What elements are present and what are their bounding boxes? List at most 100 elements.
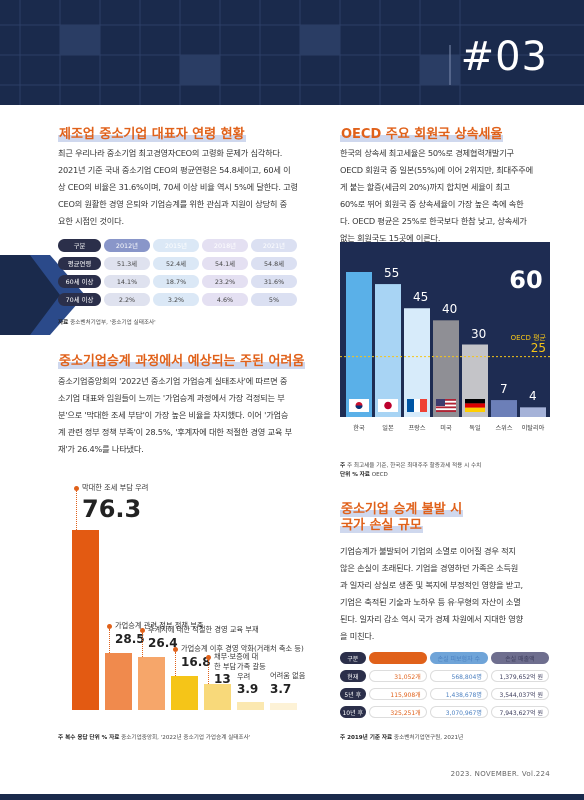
table-header-cell: 2021년 xyxy=(251,239,297,252)
country-flag-icon xyxy=(378,399,398,412)
text-line: 재'가 26.4%를 나타냈다. xyxy=(58,444,144,454)
table-header-cell: 손실 피보험자 수 xyxy=(429,652,488,664)
loss-scale-table: 구분 손실 사업체 수 손실 피보험자 수 손실 매출액 현재 31,052개 … xyxy=(340,650,552,722)
chart-category-label: 후계자에 대한 적절한 경영 교육 부재 xyxy=(148,625,259,635)
header-band: #03 xyxy=(0,0,584,105)
chart-bar xyxy=(72,530,99,710)
callout-dot xyxy=(74,486,79,491)
table-cell: 5년 후 xyxy=(340,688,366,700)
chart-plot xyxy=(340,242,550,417)
table-cell: 평균연령 xyxy=(58,257,101,270)
chart-value-label: 28.5 xyxy=(115,631,145,646)
table-header-cell: 2012년 xyxy=(104,239,150,252)
callout-line xyxy=(142,633,143,658)
chart-bar xyxy=(138,657,165,710)
text-line: 상 CEO의 비율은 31.6%이며, 70세 이상 비율 역시 5%에 달한다… xyxy=(58,182,298,192)
chart-category-label: 가업승계 이후 경영 악화(거래처 축소 등) xyxy=(181,644,304,654)
text-line: 2021년 기준 국내 중소기업 CEO의 평균연령은 54.8세이고, 60세… xyxy=(58,165,291,175)
chart-bar xyxy=(105,652,132,710)
text-line: 을 미친다. xyxy=(340,631,375,641)
table-cell: 2.2% xyxy=(104,293,150,306)
table-cell: 54.8세 xyxy=(251,257,297,270)
reference-line-name: OECD 평균 xyxy=(510,333,546,342)
text-line: 게 붙는 할증(세금의 20%)까지 합치면 세율이 최고 xyxy=(340,182,510,192)
right-section1-text: 한국의 상속세 최고세율은 50%로 경제협력개발기구 OECD 회원국 중 일… xyxy=(340,145,555,247)
succession-difficulty-chart: 막대한 조세 부담 우려 76.3 가업승계 관련 정부 정책 부족 28.5 후계자에… xyxy=(58,460,308,725)
footer-issue: 2023. NOVEMBER. Vol.224 xyxy=(450,770,550,778)
chart-category-label: 스위스 xyxy=(495,425,513,432)
chart-bar xyxy=(346,272,372,417)
chart-bar xyxy=(204,683,231,710)
table-cell: 3.2% xyxy=(153,293,199,306)
text-line: 최근 우리나라 중소기업 최고경영자CEO의 고령화 문제가 심각하다. xyxy=(58,148,283,158)
table-cell: 60세 이상 xyxy=(58,275,101,288)
chart-bar xyxy=(404,308,430,417)
table-cell: 325,251개 xyxy=(368,706,427,718)
chart-bar xyxy=(237,702,264,710)
chart-category-label: 채무·보증에 대한 부담 xyxy=(214,651,259,671)
callout-dot xyxy=(140,628,145,634)
left-section1-text: 최근 우리나라 중소기업 최고경영자CEO의 고령화 문제가 심각하다. 202… xyxy=(58,145,310,230)
table-header-row: 구분 2012년 2015년 2018년 2021년 xyxy=(58,237,303,254)
table-cell: 18.7% xyxy=(153,275,199,288)
table-cell: 70세 이상 xyxy=(58,293,101,306)
chart-category-label: 가업승계 관련 정부 정책 부족 xyxy=(115,620,204,630)
text-line: 기업은 축적된 기술과 노하우 등 유·무형의 자산이 소멸 xyxy=(340,597,521,607)
table-row: 현재 31,052개 568,804명 1,379,652억 원 xyxy=(340,668,552,684)
callout-dot xyxy=(206,654,211,660)
chart-value-label: 26.4 xyxy=(148,636,178,651)
left-section2-source: 주 복수 응답 단위 % 자료 중소기업중앙회, '2022년 중소기업 가업승… xyxy=(58,735,251,741)
table-header-cell: 2018년 xyxy=(202,239,248,252)
table-header-cell: 손실 매출액 xyxy=(490,652,549,664)
right-section2-source: 주 2019년 기준 자료 중소벤처기업연구원, 2021년 xyxy=(340,735,464,741)
header-pattern xyxy=(0,0,584,105)
table-cell: 115,908개 xyxy=(368,688,427,700)
table-header-cell: 구분 xyxy=(340,652,366,664)
chart-category-label: 막대한 조세 부담 우려 xyxy=(82,483,149,492)
chart-value-label: 76.3 xyxy=(82,495,142,523)
table-cell: 568,804명 xyxy=(429,670,488,682)
table-row: 평균연령 51.3세 52.4세 54.1세 54.8세 xyxy=(58,255,303,272)
chart-category-label: 어려움 없음 xyxy=(270,670,306,680)
table-cell: 31,052개 xyxy=(368,670,427,682)
table-header-row: 구분 손실 사업체 수 손실 피보험자 수 손실 매출액 xyxy=(340,650,552,666)
ceo-age-table: 구분 2012년 2015년 2018년 2021년 평균연령 51.3세 52… xyxy=(58,237,303,309)
table-cell: 5% xyxy=(251,293,297,306)
table-cell: 3,070,967명 xyxy=(429,706,488,718)
chart-value-label: 30 xyxy=(471,326,487,341)
table-cell: 51.3세 xyxy=(104,257,150,270)
table-row: 5년 후 115,908개 1,438,678명 3,544,037억 원 xyxy=(340,686,552,702)
chart-bar xyxy=(171,676,198,710)
text-line: 않은 손실이 초래된다. 기업을 경영하던 가족은 소득원 xyxy=(340,563,519,573)
left-section2-text: 중소기업중앙회의 '2022년 중소기업 가업승계 실태조사'에 따르면 중 소… xyxy=(58,373,310,458)
chart-value-label: 7 xyxy=(500,382,508,397)
reference-line-value: 25 xyxy=(530,340,546,355)
left-section2-title: 중소기업승계 과정에서 예상되는 주된 어려움 xyxy=(58,354,306,369)
chart-category-label: 일본 xyxy=(382,425,394,432)
callout-dot xyxy=(107,623,112,629)
right-section1-title: OECD 주요 회원국 상속세율 xyxy=(340,127,504,142)
chart-category-label: 프랑스 xyxy=(408,425,426,432)
table-row: 60세 이상 14.1% 18.7% 23.2% 31.6% xyxy=(58,273,303,290)
callout-line xyxy=(208,659,209,684)
reference-line-label: OECD 평균 25 xyxy=(510,333,546,355)
chart-value-label: 16.8 xyxy=(181,655,211,670)
table-cell: 7,943,627억 원 xyxy=(490,706,549,718)
country-flag-icon xyxy=(349,399,369,412)
table-cell: 54.1세 xyxy=(202,257,248,270)
chart-value-label: 55 xyxy=(384,266,400,281)
country-flag-icon xyxy=(436,399,456,413)
text-line: 계 관련 정부 정책 부족'이 28.5%, '후계자에 대한 적절한 경영 교… xyxy=(58,427,292,437)
text-line: 소기업 대표와 임원들이 느끼는 '가업승계 과정에서 가장 걱정되는 부 xyxy=(58,393,285,403)
chart-category-label: 가족 갈등 우려 xyxy=(237,662,266,682)
chart-bar xyxy=(375,284,401,417)
table-row: 10년 후 325,251개 3,070,967명 7,943,627억 원 xyxy=(340,704,552,720)
table-cell: 23.2% xyxy=(202,275,248,288)
table-cell: 52.4세 xyxy=(153,257,199,270)
callout-line xyxy=(76,491,77,530)
text-line: 없는 회원국도 15곳에 이른다. xyxy=(340,233,441,243)
inheritance-tax-chart: 60 한국 55 일본 45 프랑스 40 미국 30 독일 7 스위스 4 이탈리아 OECD 평균 25 xyxy=(340,242,550,442)
text-line: 다. OECD 평균은 25%로 한국보다 한참 낮고, 상속세가 xyxy=(340,216,527,226)
text-line: 과 일자리 상실로 생존 및 복지에 부정적인 영향을 받고, xyxy=(340,580,523,590)
